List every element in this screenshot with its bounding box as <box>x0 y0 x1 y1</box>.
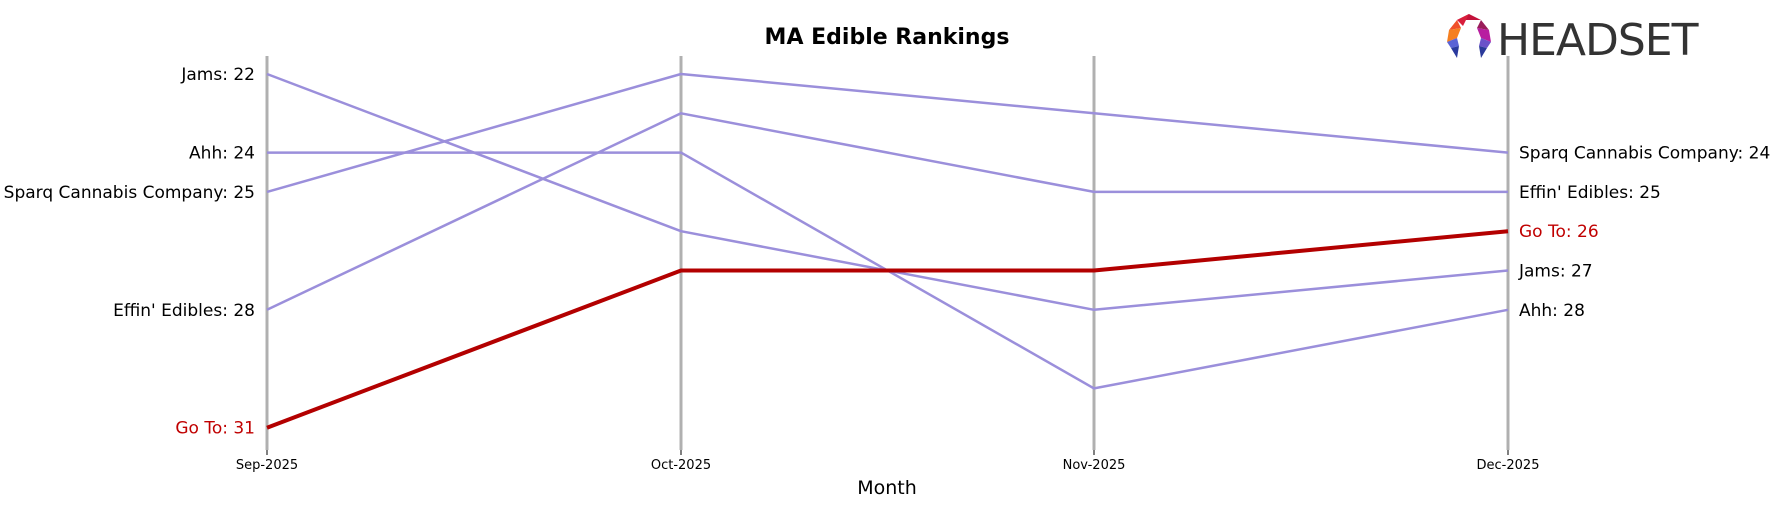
series-line-go-to <box>266 229 1509 430</box>
end-label: Jams: 27 <box>1518 262 1593 282</box>
start-labels: Jams: 22 Ahh: 24 Sparq Cannabis Company: 2… <box>4 65 255 439</box>
chart-title: MA Edible Rankings <box>765 25 1010 50</box>
start-label: Effin' Edibles: 28 <box>113 301 255 321</box>
x-tick-label: Dec-2025 <box>1477 458 1540 473</box>
headset-logo-text: HEADSET <box>1497 15 1699 66</box>
series-lines <box>266 72 1509 430</box>
end-label: Go To: 26 <box>1519 222 1599 242</box>
x-tick-label: Oct-2025 <box>651 458 711 473</box>
month-gridlines <box>265 56 1510 450</box>
headset-logo-icon <box>1447 14 1491 58</box>
x-tick-label: Nov-2025 <box>1063 458 1126 473</box>
start-label: Sparq Cannabis Company: 25 <box>4 183 255 203</box>
end-label: Sparq Cannabis Company: 24 <box>1519 144 1770 164</box>
x-axis-label: Month <box>857 477 917 499</box>
end-label: Ahh: 28 <box>1519 301 1585 321</box>
end-label: Effin' Edibles: 25 <box>1519 183 1661 203</box>
headset-logo: HEADSET <box>1447 14 1700 66</box>
series-line-effin-edibles <box>266 112 1508 311</box>
x-axis-ticks: Sep-2025 Oct-2025 Nov-2025 Dec-2025 <box>236 450 1540 473</box>
start-label: Jams: 22 <box>180 65 255 85</box>
series-line-sparq-cannabis-company <box>266 72 1509 194</box>
start-label: Ahh: 24 <box>189 144 255 164</box>
start-label: Go To: 31 <box>175 419 255 439</box>
x-tick-label: Sep-2025 <box>236 458 298 473</box>
end-labels: Sparq Cannabis Company: 24 Effin' Edibles… <box>1518 144 1770 321</box>
